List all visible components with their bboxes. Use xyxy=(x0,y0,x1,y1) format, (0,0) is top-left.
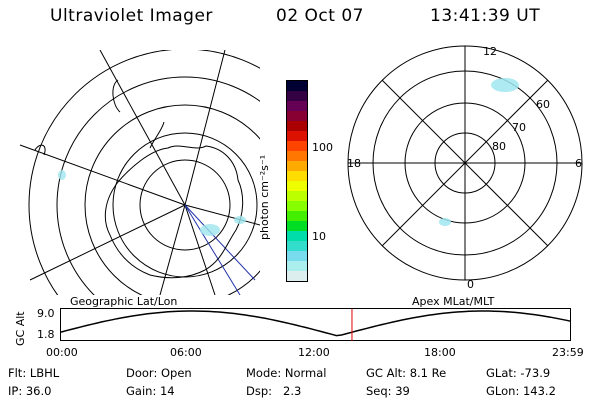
colorbar-unit-label: photon cm⁻²s⁻¹ xyxy=(258,154,271,240)
colorbar-swatch xyxy=(287,201,307,211)
mlat-label-80: 80 xyxy=(492,140,506,153)
timeline-ytick-1.8: 1.8 xyxy=(37,328,55,341)
status-mode: Mode: Normal xyxy=(246,366,327,380)
mlat-label-60: 60 xyxy=(536,98,550,111)
colorbar-swatch xyxy=(287,251,307,261)
colorbar-swatch xyxy=(287,221,307,231)
lat-circle xyxy=(84,104,260,295)
colorbar-swatch xyxy=(287,141,307,151)
time-label: 13:41:39 UT xyxy=(430,6,541,26)
timeline-ylabel: GC Alt xyxy=(14,311,27,346)
geographic-map xyxy=(19,50,260,295)
altitude-curve xyxy=(60,310,572,337)
lat-circle xyxy=(56,76,260,295)
colorbar-swatch xyxy=(287,211,307,221)
status-glon: GLon: 143.2 xyxy=(486,384,556,398)
colorbar-swatch xyxy=(287,131,307,141)
status-flt: Flt: LBHL xyxy=(8,366,60,380)
colorbar-swatch xyxy=(287,111,307,121)
timeline-xtick: 23:59 xyxy=(552,346,584,359)
colorbar-swatch xyxy=(287,241,307,251)
date-label: 02 Oct 07 xyxy=(276,6,364,26)
status-gc-alt: GC Alt: 8.1 Re xyxy=(366,366,447,380)
mlt-label-bottom: 0 xyxy=(467,278,474,291)
mlt-label-top: 12 xyxy=(483,45,497,58)
timeline-xtick: 18:00 xyxy=(424,346,456,359)
status-dsp: Dsp: 2.3 xyxy=(246,384,302,398)
mlt-label-right: 6 xyxy=(575,157,582,170)
lat-circle xyxy=(28,50,260,295)
timeline-xtick: 06:00 xyxy=(170,346,202,359)
instrument-title: Ultraviolet Imager xyxy=(50,6,213,26)
colorbar-swatch xyxy=(287,231,307,241)
mlat-label-70: 70 xyxy=(512,121,526,134)
mlt-map xyxy=(347,45,583,281)
colorbar-swatch xyxy=(287,271,307,281)
colorbar-swatch xyxy=(287,81,307,91)
colorbar-swatch xyxy=(287,191,307,201)
colorbar-swatch xyxy=(287,101,307,111)
right-map-caption: Apex MLat/MLT xyxy=(412,295,495,308)
colorbar-swatch xyxy=(287,161,307,171)
status-door: Door: Open xyxy=(126,366,192,380)
colorbar-swatch xyxy=(287,151,307,161)
colorbar-swatch xyxy=(287,261,307,271)
colorbar-swatch xyxy=(287,171,307,181)
mlt-label-left: 18 xyxy=(347,157,361,170)
colorbar-swatch xyxy=(287,121,307,131)
timeline-xtick: 00:00 xyxy=(46,346,78,359)
status-gain: Gain: 14 xyxy=(126,384,175,398)
altitude-timeline xyxy=(60,308,572,341)
timeline-xtick: 12:00 xyxy=(298,346,330,359)
status-seq: Seq: 39 xyxy=(366,384,410,398)
colorbar-swatch xyxy=(287,91,307,101)
timeline-ytick-9: 9.0 xyxy=(37,307,55,320)
colorbar-swatch xyxy=(287,181,307,191)
lat-circle xyxy=(139,159,231,251)
colorbar-tick-10: 10 xyxy=(312,230,326,243)
left-map-caption: Geographic Lat/Lon xyxy=(70,295,178,308)
status-glat: GLat: -73.9 xyxy=(486,366,551,380)
colorbar xyxy=(286,80,308,282)
colorbar-tick-100: 100 xyxy=(312,141,333,154)
status-ip: IP: 36.0 xyxy=(8,384,52,398)
